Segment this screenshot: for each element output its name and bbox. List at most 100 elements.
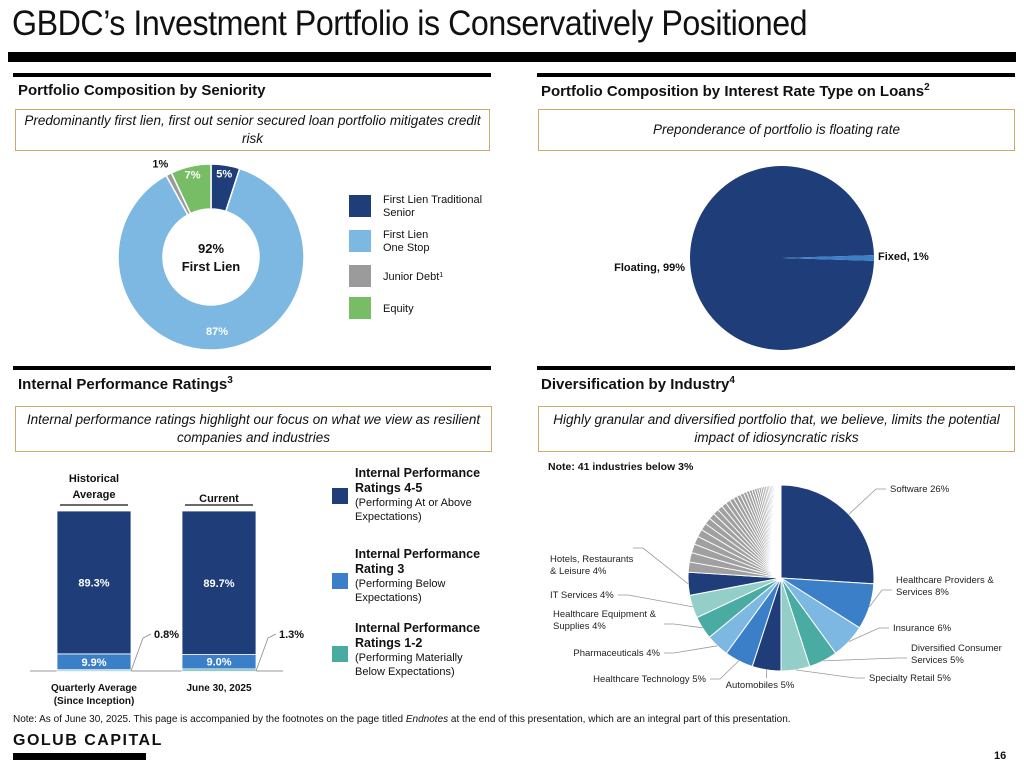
legend-subtitle: (Performing Below — [355, 578, 446, 590]
bar-segment-internal-performance-ratings-4-5 — [181, 510, 257, 655]
industry-note: Note: 41 industries below 3% — [548, 461, 694, 473]
footnote-ref: 4 — [729, 375, 735, 386]
legend-subtitle: (Performing Materially — [355, 652, 463, 664]
legend-title: Internal Performance — [355, 621, 481, 635]
interest-rate-callout: Preponderance of portfolio is floating r… — [538, 109, 1015, 151]
section-title-text: Portfolio Composition by Interest Rate T… — [541, 83, 925, 100]
legend-title: Internal Performance — [355, 547, 481, 561]
category-label: (Since Inception) — [54, 696, 135, 707]
slice-first-lien-one-stop — [117, 167, 305, 351]
legend-item-internal-performance-rating-3: Internal Performance Rating 3 (Performing … — [330, 547, 500, 617]
slice-label-junior-debt: 1% — [152, 158, 168, 170]
slice-label-floating: Floating, 99% — [614, 262, 685, 274]
section-divider — [13, 366, 491, 370]
bar-header: Average — [72, 489, 115, 501]
section-title-text: Portfolio Composition by Seniority — [18, 82, 266, 99]
slice-label-diversified-consumer-services: Services 5% — [911, 655, 964, 666]
legend-label: First Lien Traditional Senior — [383, 194, 482, 219]
slice-software — [780, 484, 875, 585]
leader-line — [710, 660, 740, 680]
bar-header: Current — [199, 493, 239, 505]
legend-title: Ratings 1-2 — [355, 636, 423, 650]
legend-label: Equity — [383, 303, 414, 315]
leader-line — [633, 547, 689, 585]
section-title-seniority: Portfolio Composition by Seniority — [18, 82, 266, 99]
bar-value-label-small: 0.8% — [154, 629, 179, 641]
legend-swatch — [349, 195, 371, 217]
footnote-endnotes-ref: Endnotes — [405, 714, 449, 725]
seniority-callout: Predominantly first lien, first out seni… — [15, 109, 490, 151]
section-divider — [537, 366, 1015, 370]
callout-leader — [130, 633, 152, 672]
slice-label-healthcare-providers-services: Services 8% — [896, 587, 949, 598]
legend-item-first-lien-one-stop: First Lien One Stop — [349, 229, 429, 254]
slice-group-other-industries — [687, 484, 782, 579]
section-title-text: Diversification by Industry — [541, 376, 730, 393]
legend-label: Junior Debt1 — [383, 271, 443, 283]
legend-swatch — [332, 488, 348, 504]
slice-label-healthcare-equipment-supplies: Healthcare Equipment & — [553, 609, 657, 620]
section-title-performance: Internal Performance Ratings3 — [18, 375, 233, 393]
donut-center-label: First Lien — [182, 259, 241, 274]
section-divider — [537, 73, 1015, 77]
industry-pie-chart: Software 26%Healthcare Providers &Servic… — [550, 484, 1002, 691]
section-title-interest-rate: Portfolio Composition by Interest Rate T… — [541, 82, 930, 100]
leader-line — [795, 669, 865, 679]
bar-value-label: 9.0% — [206, 657, 231, 669]
interest-rate-pie-chart: Fixed, 1% Floating, 99% — [614, 166, 929, 350]
footnote-text: Note: As of June 30, 2025. This page is … — [13, 714, 406, 725]
legend-swatch — [332, 573, 348, 589]
seniority-donut-chart: 5% 87% 1% 7% 92% First Lien First Lien Traditi… — [117, 158, 482, 351]
legend-text: Internal Performance Ratings 4-5 (Performi… — [355, 466, 480, 524]
slice-fixed — [782, 255, 874, 261]
performance-legend: Internal Performance Ratings 4-5 (Performi… — [330, 466, 500, 696]
section-title-industry: Diversification by Industry4 — [541, 375, 735, 393]
bar-value-label-small: 1.3% — [279, 629, 304, 641]
legend-subtitle: (Performing At or Above — [355, 497, 472, 509]
slice-label-automobiles: Automobiles 5% — [726, 680, 795, 691]
section-divider — [13, 73, 491, 77]
bar-header: Historical — [69, 473, 119, 485]
leader-line — [823, 657, 907, 662]
brand-bar — [13, 753, 146, 760]
legend-swatch — [332, 646, 348, 662]
leader-line — [848, 627, 889, 643]
title-divider — [8, 52, 1016, 62]
page-title: GBDC’s Investment Portfolio is Conservat… — [12, 4, 808, 43]
legend-swatch — [349, 265, 371, 287]
legend-item-equity: Equity — [349, 297, 414, 319]
performance-callout: Internal performance ratings highlight o… — [15, 406, 492, 452]
leader-line — [664, 623, 703, 629]
legend-swatch — [349, 297, 371, 319]
legend-title: Internal Performance — [355, 466, 481, 480]
slice-equity — [170, 163, 212, 215]
slice-label-first-lien-traditional-senior: 5% — [216, 169, 232, 181]
leader-line — [664, 645, 718, 654]
page-number: 16 — [994, 750, 1007, 762]
legend-swatch — [349, 230, 371, 252]
slice-label-software: Software 26% — [890, 484, 950, 495]
leader-line — [618, 594, 693, 608]
legend-subtitle: Below Expectations) — [355, 666, 455, 678]
legend-text: Internal Performance Rating 3 (Performing … — [355, 547, 480, 605]
slice-label-hotels-restaurants-leisure: Hotels, Restaurants — [550, 554, 634, 565]
slice-floating — [690, 166, 874, 350]
slice-label-fixed: Fixed, 1% — [878, 251, 929, 263]
footnote-ref: 2 — [924, 82, 930, 93]
legend-label: First Lien One Stop — [383, 229, 429, 254]
legend-item-internal-performance-ratings-1-2: Internal Performance Ratings 1-2 (Performi… — [330, 621, 500, 691]
performance-bar-chart: Historical Average 9.9% 89.3% 0.8% Quarterly … — [30, 473, 304, 707]
slice-label-healthcare-technology: Healthcare Technology 5% — [593, 674, 706, 685]
slice-label-healthcare-providers-services: Healthcare Providers & — [896, 575, 994, 586]
slice-label-specialty-retail: Specialty Retail 5% — [869, 673, 951, 684]
legend-subtitle: Expectations) — [355, 511, 422, 523]
callout-leader — [255, 633, 277, 672]
slice-label-first-lien-one-stop: 87% — [206, 326, 228, 338]
brand-logo: GOLUB CAPITAL — [13, 732, 163, 749]
footnote: Note: As of June 30, 2025. This page is … — [13, 714, 791, 725]
footnote-text: at the end of this presentation, which a… — [448, 714, 791, 725]
section-title-text: Internal Performance Ratings — [18, 376, 228, 393]
slice-label-diversified-consumer-services: Diversified Consumer — [911, 643, 1002, 654]
slice-label-hotels-restaurants-leisure: & Leisure 4% — [550, 566, 607, 577]
slice-other-industry — [779, 484, 782, 579]
